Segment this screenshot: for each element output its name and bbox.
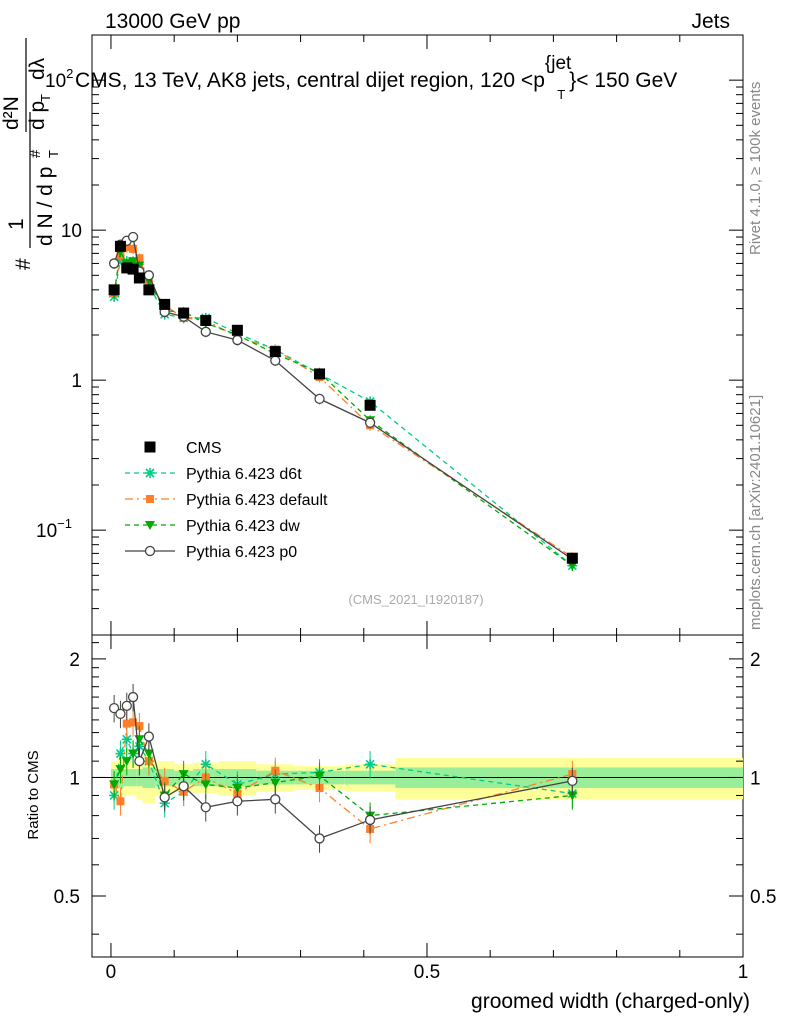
axis-ticks: 0 0.5 1 102 10 1 10−1 2 2 1 1 0.5 0.5: [36, 34, 776, 983]
ratio-point-pythia-6-423-d6t: [200, 759, 211, 770]
rivet-label: Rivet 4.1.0, ≥ 100k events: [747, 82, 764, 255]
svg-text:T: T: [38, 94, 53, 102]
ratio-point-pythia-6-423-dw: [200, 780, 211, 790]
y-tick-label: 10−1: [36, 516, 72, 542]
ratio-point-pythia-6-423-p0: [121, 700, 132, 711]
x-tick-label: 1: [738, 962, 749, 983]
analysis-id: (CMS_2021_I1920187): [348, 592, 483, 607]
header-left: 13000 GeV pp: [105, 10, 240, 33]
ratio-point-pythia-6-423-p0: [364, 814, 376, 826]
svg-text:dλ: dλ: [26, 57, 49, 80]
ratio-point-pythia-6-423-default: [160, 776, 169, 785]
line-pythia-6-423-default: [113, 246, 573, 558]
point-pythia-6-423-default: [129, 244, 138, 253]
legend: CMS Pythia 6.423 d6t Pythia 6.423 default P…: [125, 440, 328, 561]
legend-marker-pythia-6-423-default: [146, 495, 154, 503]
ratio-line-pythia-6-423-d6t: [113, 737, 573, 805]
line-pythia-6-423-p0: [113, 235, 573, 560]
ratio-point-pythia-6-423-p0: [134, 756, 145, 767]
y-tick-label: 1: [71, 371, 82, 392]
legend-marker-pythia-6-423-p0: [144, 545, 156, 557]
ratio-point-pythia-6-423-p0: [178, 781, 189, 792]
line-pythia-6-423-dw: [113, 249, 573, 567]
ratio-y-tick-label-right: 2: [750, 650, 761, 671]
ratio-point-pythia-6-423-p0: [115, 708, 126, 720]
legend-label-cms: CMS: [186, 440, 222, 457]
ratio-point-pythia-6-423-default: [116, 797, 125, 806]
point-pythia-6-423-default: [122, 243, 131, 252]
svg-text:#: #: [27, 149, 44, 158]
ratio-point-pythia-6-423-dw: [270, 778, 281, 788]
point-pythia-6-423-p0: [270, 355, 281, 366]
ratio-y-tick-label: 2: [69, 650, 80, 671]
y-tick-label: 102: [45, 66, 73, 92]
ratio-point-pythia-6-423-dw: [314, 771, 325, 781]
x-tick-label: 0: [106, 962, 117, 983]
svg-text:d N / d p: d N / d p: [34, 167, 57, 246]
ratio-point-pythia-6-423-p0: [143, 731, 155, 742]
x-tick-label: 0.5: [414, 962, 440, 983]
legend-marker-cms: [144, 441, 156, 453]
legend-label-pythia-6-423-d6t: Pythia 6.423 d6t: [186, 466, 302, 483]
svg-text:d p: d p: [26, 101, 49, 130]
ratio-point-pythia-6-423-p0: [200, 802, 211, 813]
mcplots-label: mcplots.cern.ch [arXiv:2401.10621]: [747, 395, 764, 630]
svg-text:#: #: [0, 101, 2, 110]
ratio-point-pythia-6-423-dw: [115, 765, 126, 775]
ratio-point-pythia-6-423-p0: [270, 794, 281, 805]
plot-title: CMS, 13 TeV, AK8 jets, central dijet reg…: [75, 53, 677, 102]
ratio-point-pythia-6-423-dw: [109, 780, 120, 790]
point-pythia-6-423-p0: [232, 334, 243, 346]
legend-marker-pythia-6-423-d6t: [145, 468, 155, 478]
ratio-point-pythia-6-423-p0: [314, 833, 325, 844]
ratio-point-pythia-6-423-default: [129, 718, 138, 727]
point-pythia-6-423-p0: [108, 258, 120, 269]
x-axis-label: groomed width (charged-only): [471, 990, 750, 1013]
header-right: Jets: [691, 10, 730, 33]
ratio-point-pythia-6-423-p0: [232, 796, 243, 807]
ratio-point-pythia-6-423-p0: [567, 775, 578, 787]
legend-label-pythia-6-423-dw: Pythia 6.423 dw: [186, 518, 300, 535]
ratio-point-pythia-6-423-dw: [121, 757, 132, 767]
ratio-point-pythia-6-423-d6t: [121, 734, 132, 745]
svg-text:d²N: d²N: [0, 96, 23, 130]
ratio-point-pythia-6-423-p0: [108, 702, 120, 714]
y-tick-label: 10: [61, 221, 82, 242]
legend-label-pythia-6-423-p0: Pythia 6.423 p0: [186, 544, 297, 561]
point-pythia-6-423-p0: [200, 326, 211, 337]
svg-text:1: 1: [5, 218, 28, 230]
ratio-point-pythia-6-423-dw: [128, 749, 139, 759]
ratio-point-pythia-6-423-default: [122, 719, 131, 728]
point-pythia-6-423-p0: [314, 393, 325, 405]
point-pythia-6-423-default: [135, 254, 144, 263]
ratio-point-pythia-6-423-d6t: [365, 759, 376, 770]
legend-label-pythia-6-423-default: Pythia 6.423 default: [186, 492, 328, 509]
main-series: [108, 231, 578, 572]
point-pythia-6-423-p0: [143, 270, 155, 281]
ratio-y-tick-label-right: 1: [750, 768, 761, 789]
point-pythia-6-423-dw: [567, 561, 578, 571]
y-axis-label-ratio: Ratio to CMS: [25, 750, 42, 839]
legend-marker-pythia-6-423-dw: [145, 521, 155, 530]
line-pythia-6-423-d6t: [113, 258, 573, 567]
ratio-y-tick-label-right: 0.5: [750, 887, 776, 908]
point-pythia-6-423-p0: [364, 417, 376, 428]
svg-text:#: #: [12, 258, 35, 270]
ratio-series: [108, 683, 578, 853]
svg-text:T: T: [46, 150, 61, 158]
point-pythia-6-423-dw: [128, 257, 139, 267]
y-axis-label-main: # 1 d N / d p T # d²N # d p T dλ: [0, 38, 61, 270]
ratio-point-pythia-6-423-p0: [127, 691, 139, 703]
ratio-point-pythia-6-423-p0: [159, 792, 170, 803]
ratio-point-pythia-6-423-dw: [567, 791, 578, 801]
point-pythia-6-423-p0: [127, 231, 139, 243]
ratio-point-pythia-6-423-dw: [143, 749, 154, 759]
ratio-y-tick-label: 0.5: [54, 887, 80, 908]
ratio-point-pythia-6-423-d6t: [115, 748, 126, 759]
ratio-y-tick-label: 1: [69, 768, 80, 789]
